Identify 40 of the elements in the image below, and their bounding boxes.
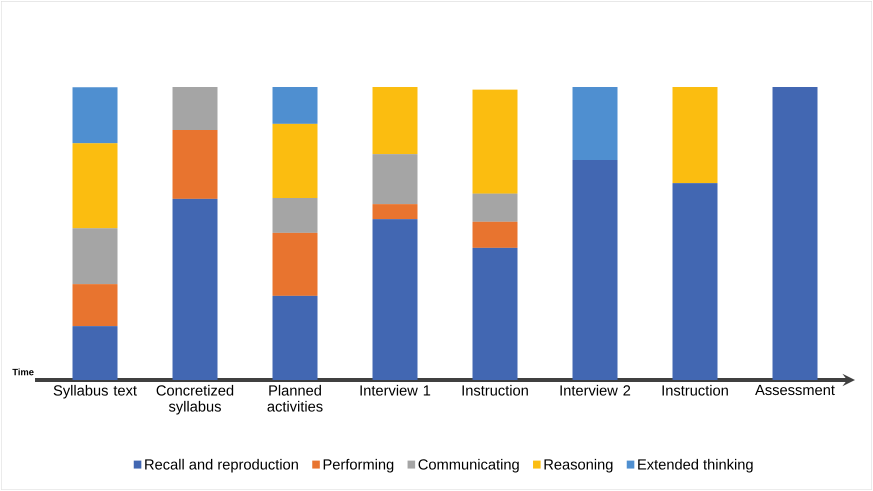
text: Time	[12, 368, 34, 376]
bar	[472, 90, 518, 194]
bar	[772, 86, 818, 380]
bar	[272, 86, 318, 124]
legend-label: Recall and reproduction	[145, 458, 298, 472]
bar	[672, 183, 718, 380]
bar	[272, 232, 318, 296]
bar	[72, 326, 118, 380]
bar	[472, 222, 518, 248]
x-tick-label: Instruction	[462, 384, 528, 396]
bar	[272, 198, 318, 233]
bar	[672, 86, 718, 184]
legend-label: Reasoning	[544, 458, 612, 472]
x-tick-label: Interview 2	[560, 384, 630, 396]
legend-label: Communicating	[418, 458, 519, 472]
bar	[172, 198, 218, 380]
x-tick-label: Syllabus text	[54, 384, 137, 399]
bar	[72, 284, 118, 326]
legend-label: Performing	[324, 458, 394, 472]
bar	[172, 86, 218, 130]
bar	[372, 154, 418, 204]
bar	[572, 160, 618, 380]
bar	[372, 204, 418, 220]
bar	[372, 219, 418, 380]
bar	[472, 194, 518, 222]
bar	[272, 124, 318, 198]
bar	[372, 86, 418, 154]
bar	[472, 248, 518, 380]
bar	[172, 130, 218, 199]
x-tick-label: Assessment	[755, 384, 835, 396]
x-tick-label: Concretized syllabus	[156, 384, 234, 415]
bar	[572, 86, 618, 160]
legend-label: Extended thinking	[638, 458, 753, 472]
bar	[272, 296, 318, 380]
bar	[72, 87, 118, 144]
x-tick-label: Planned activities	[268, 384, 323, 412]
bar	[72, 143, 118, 228]
x-tick-label: Instruction	[662, 384, 728, 396]
bar	[72, 228, 118, 284]
x-tick-label: Interview 1	[360, 384, 430, 396]
